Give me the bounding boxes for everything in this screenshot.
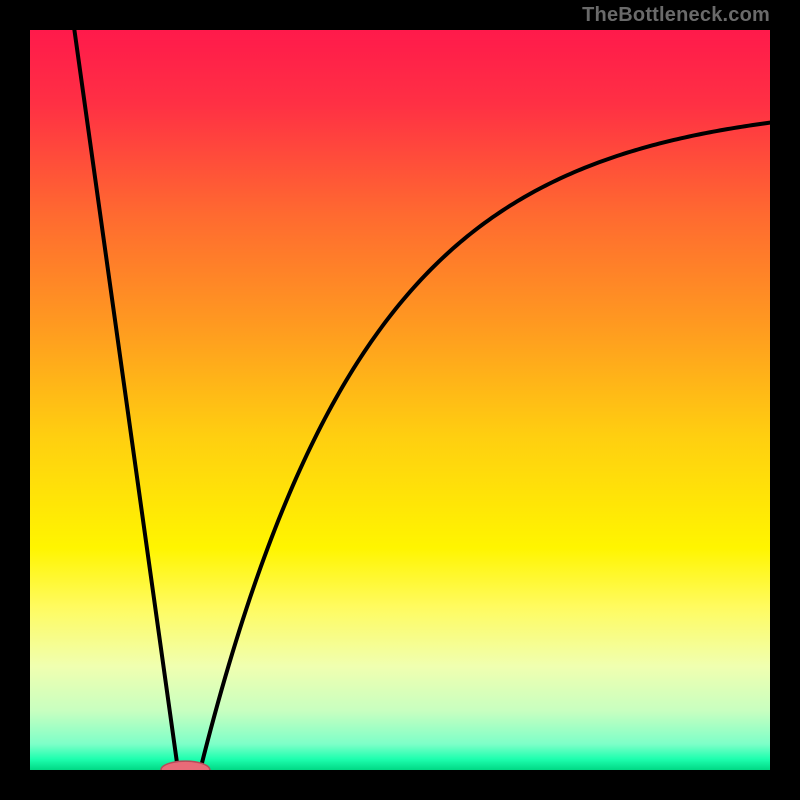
- plot-area: [30, 30, 770, 770]
- frame-bottom: [0, 770, 800, 800]
- plot-svg: [30, 30, 770, 770]
- gradient-background: [30, 30, 770, 770]
- watermark-text: TheBottleneck.com: [582, 4, 770, 27]
- frame-right: [770, 0, 800, 800]
- frame-left: [0, 0, 30, 800]
